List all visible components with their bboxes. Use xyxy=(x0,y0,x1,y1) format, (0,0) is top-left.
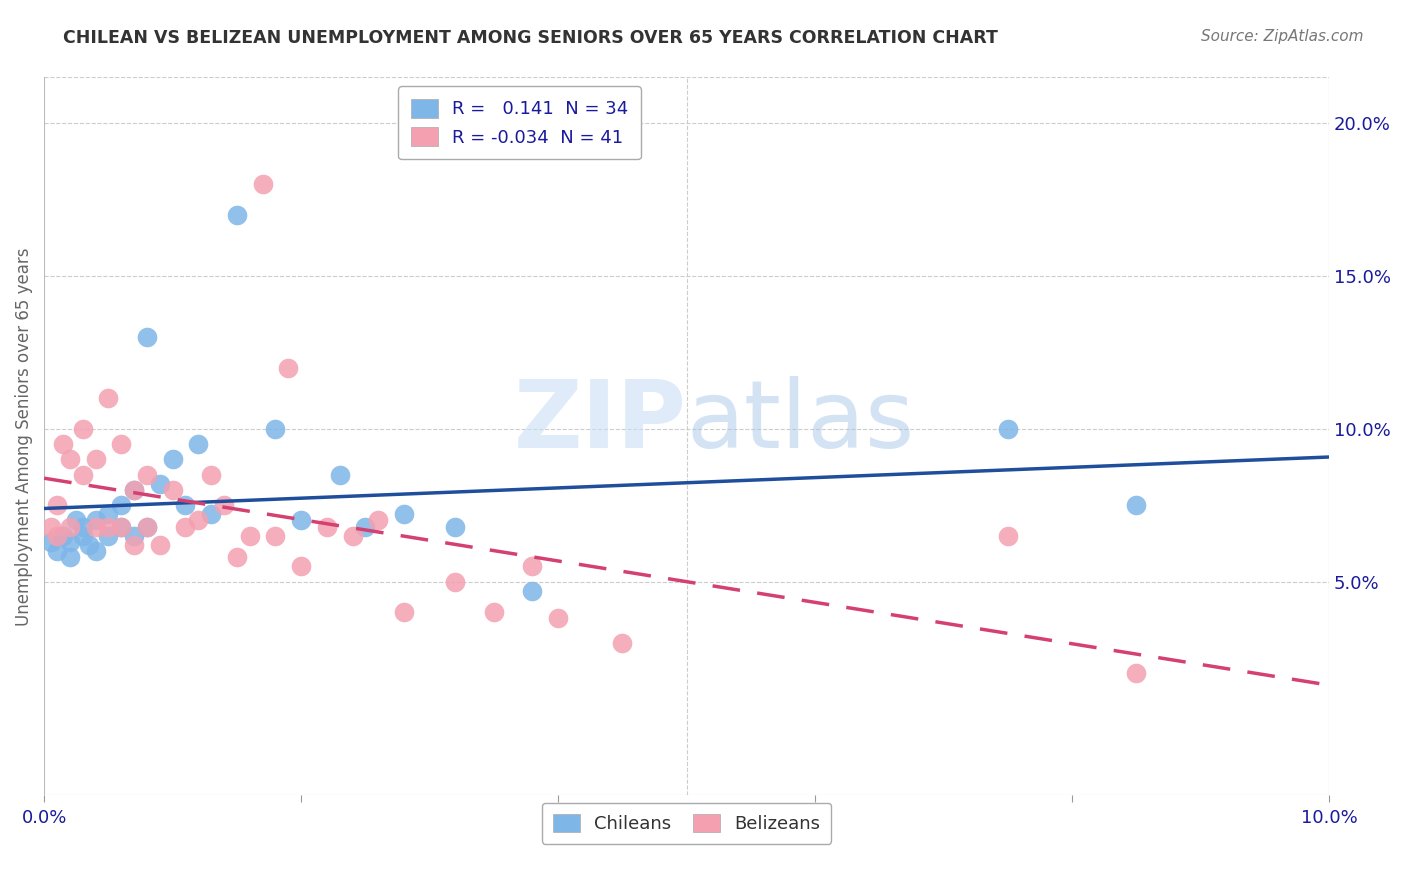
Text: CHILEAN VS BELIZEAN UNEMPLOYMENT AMONG SENIORS OVER 65 YEARS CORRELATION CHART: CHILEAN VS BELIZEAN UNEMPLOYMENT AMONG S… xyxy=(63,29,998,46)
Point xyxy=(135,519,157,533)
Point xyxy=(65,513,87,527)
Point xyxy=(122,538,145,552)
Point xyxy=(135,467,157,482)
Point xyxy=(1125,498,1147,512)
Point xyxy=(59,534,82,549)
Point xyxy=(187,513,209,527)
Point xyxy=(162,452,184,467)
Point xyxy=(997,422,1019,436)
Point xyxy=(482,605,505,619)
Point xyxy=(110,519,132,533)
Point xyxy=(84,519,107,533)
Point xyxy=(522,559,544,574)
Legend: Chileans, Belizeans: Chileans, Belizeans xyxy=(541,803,831,844)
Point xyxy=(59,452,82,467)
Point xyxy=(135,330,157,344)
Text: atlas: atlas xyxy=(686,376,915,468)
Point xyxy=(367,513,389,527)
Point xyxy=(392,605,415,619)
Point xyxy=(97,519,120,533)
Point xyxy=(277,360,299,375)
Point xyxy=(72,529,94,543)
Point xyxy=(239,529,262,543)
Point xyxy=(225,208,247,222)
Point xyxy=(174,519,197,533)
Point xyxy=(72,422,94,436)
Text: Source: ZipAtlas.com: Source: ZipAtlas.com xyxy=(1201,29,1364,44)
Point xyxy=(354,519,377,533)
Point xyxy=(72,467,94,482)
Point xyxy=(392,508,415,522)
Point xyxy=(122,529,145,543)
Point xyxy=(110,498,132,512)
Point xyxy=(200,467,222,482)
Point xyxy=(84,513,107,527)
Point xyxy=(187,437,209,451)
Point xyxy=(997,529,1019,543)
Point xyxy=(315,519,337,533)
Point xyxy=(342,529,364,543)
Point xyxy=(225,550,247,565)
Point xyxy=(59,550,82,565)
Point xyxy=(39,519,62,533)
Point xyxy=(252,178,274,192)
Point xyxy=(547,611,569,625)
Point xyxy=(162,483,184,497)
Point xyxy=(110,519,132,533)
Y-axis label: Unemployment Among Seniors over 65 years: Unemployment Among Seniors over 65 years xyxy=(15,247,32,625)
Point xyxy=(1125,666,1147,681)
Text: ZIP: ZIP xyxy=(513,376,686,468)
Point xyxy=(174,498,197,512)
Point xyxy=(46,544,69,558)
Point xyxy=(97,508,120,522)
Point xyxy=(97,391,120,405)
Point xyxy=(329,467,352,482)
Point xyxy=(200,508,222,522)
Point xyxy=(122,483,145,497)
Point xyxy=(77,538,100,552)
Point xyxy=(444,574,467,589)
Point xyxy=(110,437,132,451)
Point xyxy=(149,538,172,552)
Point xyxy=(290,513,312,527)
Point xyxy=(522,583,544,598)
Point xyxy=(135,519,157,533)
Point xyxy=(46,529,69,543)
Point xyxy=(84,544,107,558)
Point xyxy=(52,437,75,451)
Point xyxy=(264,529,287,543)
Point xyxy=(290,559,312,574)
Point xyxy=(444,519,467,533)
Point xyxy=(97,529,120,543)
Point xyxy=(212,498,235,512)
Point xyxy=(149,476,172,491)
Point xyxy=(84,452,107,467)
Point xyxy=(612,635,634,649)
Point xyxy=(46,498,69,512)
Point xyxy=(59,519,82,533)
Point xyxy=(52,529,75,543)
Point xyxy=(264,422,287,436)
Point xyxy=(122,483,145,497)
Point xyxy=(39,534,62,549)
Point xyxy=(72,519,94,533)
